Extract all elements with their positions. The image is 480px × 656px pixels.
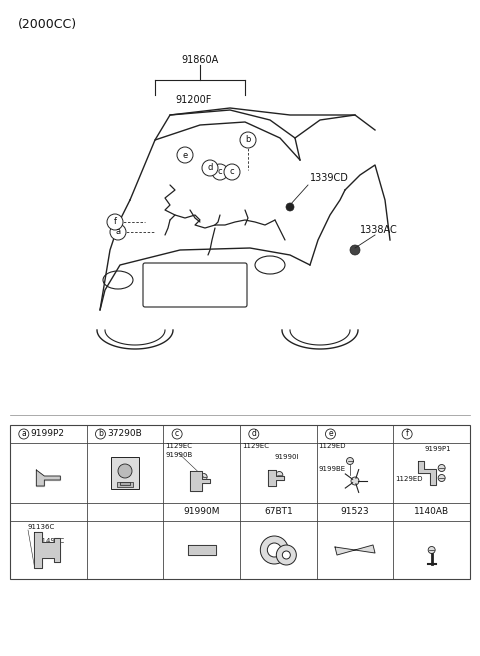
Text: 91490C: 91490C (38, 538, 65, 544)
Text: 1129ED: 1129ED (396, 476, 423, 482)
Circle shape (260, 536, 288, 564)
Circle shape (402, 429, 412, 439)
Circle shape (276, 472, 283, 478)
Circle shape (438, 464, 445, 472)
Text: 91990I: 91990I (275, 454, 299, 460)
Text: 91136C: 91136C (28, 524, 55, 530)
Text: 67BT1: 67BT1 (264, 508, 293, 516)
Circle shape (249, 429, 259, 439)
Text: 9199BE: 9199BE (319, 466, 346, 472)
Circle shape (282, 551, 290, 559)
Text: a: a (115, 228, 120, 237)
Circle shape (276, 545, 296, 565)
Circle shape (267, 543, 281, 557)
Circle shape (118, 464, 132, 478)
Circle shape (110, 224, 126, 240)
Text: e: e (328, 430, 333, 438)
Text: c: c (218, 167, 222, 176)
Text: f: f (113, 218, 117, 226)
Circle shape (107, 214, 123, 230)
Text: d: d (252, 430, 256, 438)
Bar (111, 457, 139, 489)
Bar (10, 425, 470, 579)
Circle shape (212, 164, 228, 180)
Circle shape (428, 546, 435, 554)
Text: 9199P1: 9199P1 (424, 446, 451, 452)
Text: e: e (182, 150, 188, 159)
Circle shape (202, 160, 218, 176)
Text: 9199P2: 9199P2 (31, 430, 65, 438)
Text: b: b (245, 136, 251, 144)
Circle shape (177, 147, 193, 163)
Bar (117, 482, 133, 487)
Polygon shape (188, 545, 216, 555)
Circle shape (350, 245, 360, 255)
Polygon shape (268, 470, 284, 486)
Circle shape (19, 429, 29, 439)
Circle shape (200, 474, 207, 480)
Polygon shape (190, 471, 210, 491)
Circle shape (347, 457, 353, 464)
Polygon shape (34, 532, 60, 568)
Text: 1338AC: 1338AC (360, 225, 398, 235)
Circle shape (172, 429, 182, 439)
Text: 91990B: 91990B (165, 452, 192, 458)
Text: 1129EC: 1129EC (242, 443, 269, 449)
Text: 91990M: 91990M (183, 508, 220, 516)
Text: 91860A: 91860A (181, 55, 218, 65)
Polygon shape (36, 470, 60, 486)
Text: d: d (207, 163, 213, 173)
Circle shape (325, 429, 336, 439)
Text: 37290B: 37290B (108, 430, 142, 438)
Circle shape (438, 474, 445, 482)
Text: 91523: 91523 (341, 508, 369, 516)
Circle shape (190, 546, 198, 554)
Circle shape (351, 477, 359, 485)
Text: c: c (175, 430, 179, 438)
Circle shape (96, 429, 106, 439)
Text: 1140AB: 1140AB (414, 508, 449, 516)
Text: 1129EC: 1129EC (165, 443, 192, 449)
Text: (2000CC): (2000CC) (18, 18, 77, 31)
Text: a: a (22, 430, 26, 438)
Text: 1129ED: 1129ED (319, 443, 346, 449)
Polygon shape (335, 545, 375, 555)
Text: c: c (230, 167, 234, 176)
Text: 1339CD: 1339CD (310, 173, 349, 183)
Circle shape (204, 546, 212, 554)
Polygon shape (418, 461, 436, 485)
Bar (120, 482, 130, 485)
Circle shape (286, 203, 294, 211)
Circle shape (240, 132, 256, 148)
Text: 91200F: 91200F (175, 95, 211, 105)
Circle shape (224, 164, 240, 180)
Text: b: b (98, 430, 103, 438)
Text: f: f (406, 430, 408, 438)
